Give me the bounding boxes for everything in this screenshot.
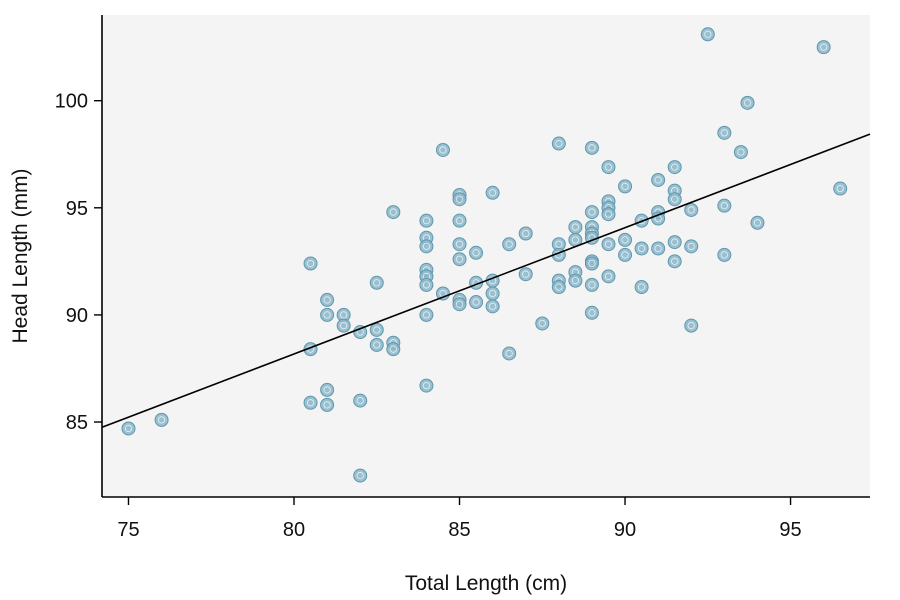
y-axis-ticks: 85 90 95 100: [55, 91, 102, 434]
data-point: [700, 27, 715, 42]
data-point: [419, 277, 434, 292]
data-point: [684, 318, 699, 333]
data-point: [419, 239, 434, 254]
regression-line: [101, 133, 871, 429]
data-point: [353, 393, 368, 408]
data-point: [154, 412, 169, 427]
x-tick-label: 75: [117, 519, 139, 541]
data-point: [336, 307, 351, 322]
data-point: [601, 207, 616, 222]
data-point: [584, 140, 599, 155]
data-point: [667, 192, 682, 207]
data-point: [386, 205, 401, 220]
data-point: [502, 346, 517, 361]
x-tick-label: 85: [448, 519, 470, 541]
data-point: [419, 213, 434, 228]
data-point: [469, 295, 484, 310]
data-points: [121, 27, 848, 483]
data-point: [667, 254, 682, 269]
data-point: [584, 256, 599, 271]
data-point: [584, 205, 599, 220]
data-point: [584, 305, 599, 320]
data-point: [584, 277, 599, 292]
data-point: [750, 215, 765, 230]
x-tick-label: 95: [779, 519, 801, 541]
data-point: [634, 280, 649, 295]
data-point: [452, 297, 467, 312]
data-point: [717, 125, 732, 140]
y-tick-label: 90: [66, 305, 88, 327]
data-point: [717, 247, 732, 262]
data-point: [452, 252, 467, 267]
y-tick-label: 95: [66, 198, 88, 220]
data-point: [469, 245, 484, 260]
data-point: [518, 267, 533, 282]
data-point: [684, 202, 699, 217]
data-point: [740, 95, 755, 110]
data-point: [121, 421, 136, 436]
data-point: [651, 172, 666, 187]
y-axis-label: Head Length (mm): [9, 168, 32, 343]
x-axis-label: Total Length (cm): [405, 572, 567, 595]
data-point: [369, 275, 384, 290]
data-point: [618, 247, 633, 262]
y-tick-label: 85: [66, 412, 88, 434]
data-point: [419, 307, 434, 322]
data-point: [502, 237, 517, 252]
data-point: [651, 241, 666, 256]
data-point: [551, 237, 566, 252]
data-point: [452, 213, 467, 228]
x-axis-ticks: 75 80 85 90 95: [117, 497, 802, 541]
data-point: [667, 160, 682, 175]
data-point: [452, 192, 467, 207]
data-point: [320, 292, 335, 307]
data-point: [618, 232, 633, 247]
data-point: [320, 397, 335, 412]
data-point: [303, 256, 318, 271]
data-point: [568, 220, 583, 235]
x-tick-label: 90: [614, 519, 636, 541]
data-point: [419, 378, 434, 393]
y-tick-label: 100: [55, 91, 88, 113]
data-point: [568, 273, 583, 288]
data-point: [518, 226, 533, 241]
data-point: [336, 318, 351, 333]
data-point: [485, 299, 500, 314]
data-point: [535, 316, 550, 331]
data-point: [634, 241, 649, 256]
data-point: [485, 185, 500, 200]
data-point: [303, 395, 318, 410]
data-point: [684, 239, 699, 254]
data-point: [369, 322, 384, 337]
data-point: [485, 286, 500, 301]
data-point: [353, 468, 368, 483]
data-point: [320, 307, 335, 322]
data-point: [601, 269, 616, 284]
data-point: [435, 142, 450, 157]
data-point: [551, 280, 566, 295]
data-point: [833, 181, 848, 196]
data-point: [551, 136, 566, 151]
data-point: [320, 382, 335, 397]
data-point: [452, 237, 467, 252]
plot-background: [102, 15, 870, 497]
data-point: [568, 232, 583, 247]
x-tick-label: 80: [283, 519, 305, 541]
data-point: [717, 198, 732, 213]
data-point: [816, 40, 831, 55]
data-point: [601, 160, 616, 175]
data-point: [369, 337, 384, 352]
data-point: [733, 145, 748, 160]
data-point: [601, 237, 616, 252]
data-point: [386, 342, 401, 357]
data-point: [667, 235, 682, 250]
data-point: [618, 179, 633, 194]
